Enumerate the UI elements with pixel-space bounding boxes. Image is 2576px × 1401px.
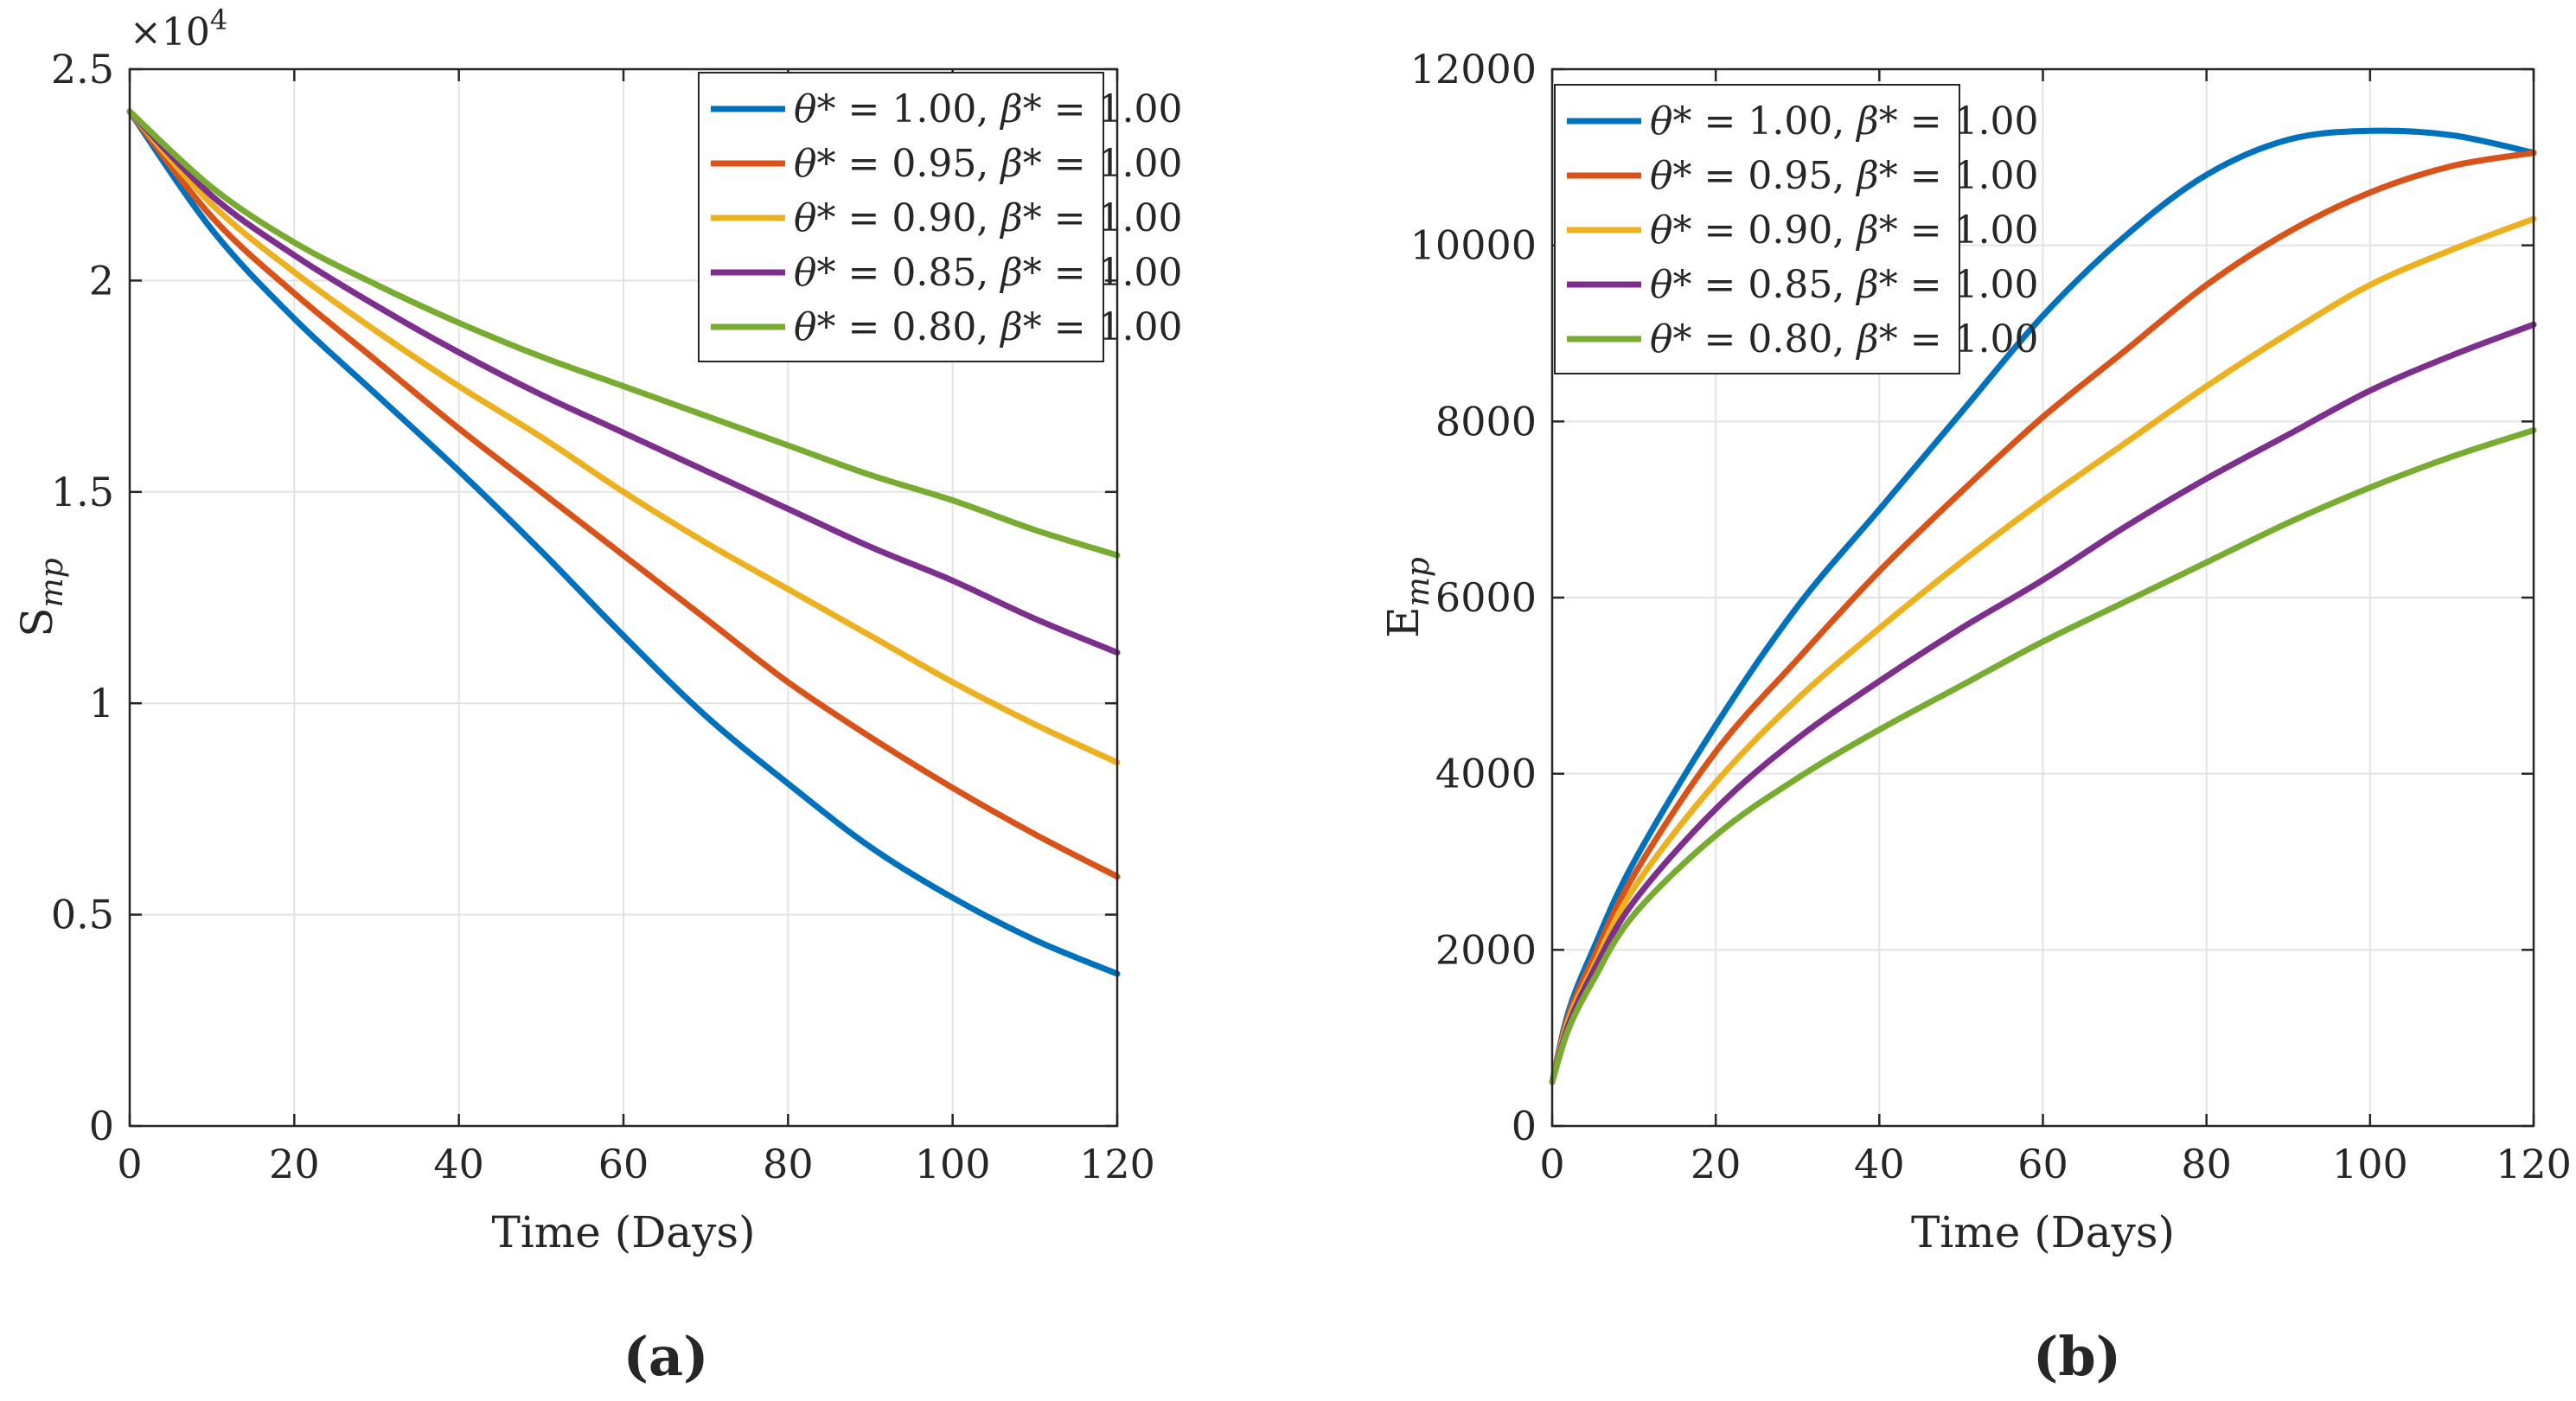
panel-a-series-line-3 bbox=[126, 108, 1121, 656]
panel-a-y-tick-label-0: 0 bbox=[89, 1103, 114, 1149]
panel-b-legend-beta-1: β bbox=[1855, 154, 1878, 198]
panel-a-x-axis-label: Time (Days) bbox=[491, 1207, 755, 1257]
panel-a-legend-theta-2: θ bbox=[794, 196, 817, 240]
panel-b-y-tick-label-1: 2000 bbox=[1435, 926, 1537, 973]
panel-a-legend-theta-4: θ bbox=[794, 305, 817, 349]
panel-b-legend-beta-value-3: * = 1.00 bbox=[1879, 263, 2039, 307]
panel-b-legend-entry-2: θ* = 0.90, β* = 1.00 bbox=[1650, 208, 2039, 253]
panel-a-legend-beta-value-0: * = 1.00 bbox=[1023, 87, 1183, 131]
panel-a-x-tick-label-6: 120 bbox=[1079, 1141, 1155, 1187]
panel-b-legend-beta-value-0: * = 1.00 bbox=[1879, 99, 2039, 144]
panel-a-x-tick-label-4: 80 bbox=[763, 1141, 814, 1187]
panel-a-legend-theta-1: θ bbox=[794, 142, 817, 186]
panel-b-panel-label: (b) bbox=[2033, 1325, 2121, 1388]
panel-a-x-tick-label-0: 0 bbox=[117, 1141, 142, 1187]
panel-b-legend-beta-0: β bbox=[1855, 99, 1878, 144]
panel-a-series-line-2 bbox=[126, 108, 1121, 766]
panel-b-legend-beta-value-2: * = 1.00 bbox=[1879, 208, 2039, 253]
panel-b-y-axis-label-subscript: mp bbox=[1401, 557, 1436, 606]
panel-a-legend-entry-4: θ* = 0.80, β* = 1.00 bbox=[794, 305, 1183, 349]
panel-a-legend-beta-value-1: * = 1.00 bbox=[1023, 142, 1183, 186]
panel-b-legend-theta-3: θ bbox=[1650, 263, 1673, 307]
panel-a-y-tick-label-3: 1.5 bbox=[51, 469, 114, 515]
panel-a-legend-beta-value-3: * = 1.00 bbox=[1023, 251, 1183, 295]
panel-b-y-tick-label-3: 6000 bbox=[1435, 574, 1537, 621]
panel-a-legend-theta-value-1: * = 0.95, bbox=[817, 142, 1001, 186]
panel-b-series-line-0 bbox=[1549, 127, 2537, 1085]
panel-a-legend-beta-1: β bbox=[999, 142, 1022, 186]
panel-a-legend-theta-0: θ bbox=[794, 87, 817, 131]
panel-b-y-tick-label-4: 8000 bbox=[1435, 398, 1537, 445]
panel-a-legend-entry-1: θ* = 0.95, β* = 1.00 bbox=[794, 142, 1183, 186]
panel-a-legend-beta-3: β bbox=[999, 251, 1022, 295]
panel-b-legend-beta-value-4: * = 1.00 bbox=[1879, 317, 2039, 361]
panel-a-legend-entry-2: θ* = 0.90, β* = 1.00 bbox=[794, 196, 1183, 240]
panel-b-x-tick-label-2: 40 bbox=[1854, 1141, 1905, 1187]
chart-panel-b: 0 20 40 60 80 100 120 0 2000 4000 6000 8000 10000 120… bbox=[1378, 46, 2572, 1388]
panel-b-legend-theta-1: θ bbox=[1650, 154, 1673, 198]
panel-b-legend-theta-4: θ bbox=[1650, 317, 1673, 361]
panel-a-x-tick-label-3: 60 bbox=[598, 1141, 649, 1187]
panel-b-series-line-4 bbox=[1549, 427, 2537, 1085]
panel-a-x-tick-label-2: 40 bbox=[433, 1141, 484, 1187]
panel-b-x-tick-label-6: 120 bbox=[2496, 1141, 2572, 1187]
panel-b-legend-entry-3: θ* = 0.85, β* = 1.00 bbox=[1650, 263, 2039, 307]
panel-a-y-tick-label-1: 0.5 bbox=[51, 892, 114, 938]
panel-a-series-line-0 bbox=[126, 108, 1121, 977]
panel-b-legend-theta-value-3: * = 0.85, bbox=[1673, 263, 1857, 307]
panel-b-x-tick-label-1: 20 bbox=[1691, 1141, 1742, 1187]
panel-a-x-tick-label-1: 20 bbox=[269, 1141, 320, 1187]
panel-b-legend-beta-4: β bbox=[1855, 317, 1878, 361]
panel-b-legend-beta-value-1: * = 1.00 bbox=[1879, 154, 2039, 198]
panel-b-legend-theta-value-0: * = 1.00, bbox=[1673, 99, 1857, 144]
panel-a-legend-beta-0: β bbox=[999, 87, 1022, 131]
panel-a-legend-theta-value-2: * = 0.90, bbox=[817, 196, 1001, 240]
panel-a-legend-entry-3: θ* = 0.85, β* = 1.00 bbox=[794, 251, 1183, 295]
panel-a-legend-theta-value-0: * = 1.00, bbox=[817, 87, 1001, 131]
panel-a-legend-entry-0: θ* = 1.00, β* = 1.00 bbox=[794, 87, 1183, 131]
panel-b-x-tick-label-0: 0 bbox=[1539, 1141, 1564, 1187]
panel-a-legend-beta-4: β bbox=[999, 305, 1022, 349]
panel-b-y-tick-label-2: 4000 bbox=[1435, 751, 1537, 797]
panel-a-legend-beta-value-2: * = 1.00 bbox=[1023, 196, 1183, 240]
panel-a-y-tick-label-2: 1 bbox=[89, 680, 114, 726]
panel-a-series-line-4 bbox=[126, 108, 1121, 559]
panel-b-series-line-1 bbox=[1549, 150, 2537, 1085]
panel-a-y-tick-label-4: 2 bbox=[89, 257, 114, 304]
panel-a-legend-theta-value-4: * = 0.80, bbox=[817, 305, 1001, 349]
panel-b-legend-beta-3: β bbox=[1855, 263, 1878, 307]
panel-b-series-line-2 bbox=[1549, 215, 2537, 1085]
panel-b-y-tick-label-6: 12000 bbox=[1410, 46, 1537, 93]
panel-b-x-axis-label: Time (Days) bbox=[1911, 1207, 2175, 1257]
panel-b-legend-theta-2: θ bbox=[1650, 208, 1673, 253]
panel-b-legend-theta-0: θ bbox=[1650, 99, 1673, 144]
panel-a-legend-beta-2: β bbox=[999, 196, 1022, 240]
panel-b-x-tick-label-3: 60 bbox=[2017, 1141, 2068, 1187]
panel-b-legend-beta-2: β bbox=[1855, 208, 1878, 253]
panel-b-legend-entry-1: θ* = 0.95, β* = 1.00 bbox=[1650, 154, 2039, 198]
panel-b-legend-entry-4: θ* = 0.80, β* = 1.00 bbox=[1650, 317, 2039, 361]
panel-b-series-line-3 bbox=[1549, 321, 2537, 1085]
panel-b-legend-entry-0: θ* = 1.00, β* = 1.00 bbox=[1650, 99, 2039, 144]
panel-a-x-tick-label-5: 100 bbox=[915, 1141, 991, 1187]
panel-b-legend-theta-value-4: * = 0.80, bbox=[1673, 317, 1857, 361]
panel-b-y-tick-label-5: 10000 bbox=[1410, 222, 1537, 269]
panel-a-legend-theta-3: θ bbox=[794, 251, 817, 295]
panel-a-legend-beta-value-4: * = 1.00 bbox=[1023, 305, 1183, 349]
panel-a-y-multiplier-exponent: 4 bbox=[210, 3, 227, 36]
panel-a-legend-theta-value-3: * = 0.85, bbox=[817, 251, 1001, 295]
panel-b-x-tick-label-5: 100 bbox=[2332, 1141, 2408, 1187]
panel-a-series-line-1 bbox=[126, 108, 1121, 880]
panel-a-y-tick-label-5: 2.5 bbox=[51, 46, 114, 93]
panel-b-legend-theta-value-2: * = 0.90, bbox=[1673, 208, 1857, 253]
panel-b-y-tick-label-0: 0 bbox=[1512, 1103, 1537, 1149]
panel-a-panel-label: (a) bbox=[623, 1325, 709, 1388]
panel-a-y-axis-label-subscript: mp bbox=[35, 558, 70, 607]
panel-b-legend-theta-value-1: * = 0.95, bbox=[1673, 154, 1857, 198]
panel-b-x-tick-label-4: 80 bbox=[2181, 1141, 2232, 1187]
